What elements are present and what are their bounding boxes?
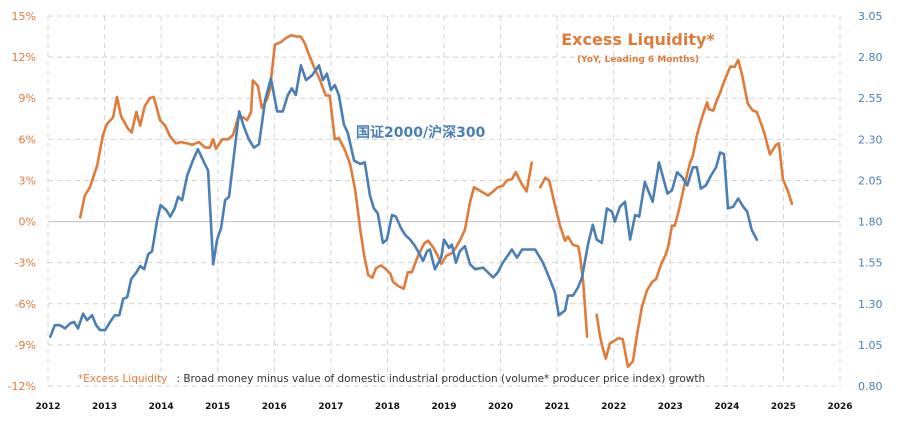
x-tick-label: 2021 — [545, 402, 570, 412]
left-tick-label: -3% — [15, 257, 36, 270]
chart-subtitle: (YoY, Leading 6 Months) — [577, 55, 699, 65]
x-tick-label: 2026 — [827, 402, 852, 412]
x-tick-label: 2025 — [771, 402, 796, 412]
left-axis: -12% -9% -6% -3% 0% 3% 6% 9% 12% 15% — [8, 10, 36, 393]
chart-title: Excess Liquidity* — [561, 30, 715, 49]
left-tick-label: 15% — [12, 10, 36, 23]
x-tick-label: 2012 — [35, 402, 60, 412]
right-tick-label: 1.05 — [858, 339, 883, 352]
x-tick-label: 2015 — [205, 402, 230, 412]
x-tick-label: 2020 — [488, 402, 513, 412]
footnote: *Excess Liquidity : Broad money minus va… — [78, 367, 705, 386]
right-tick-label: 3.05 — [858, 10, 883, 23]
right-tick-label: 0.80 — [858, 380, 883, 393]
footnote-key: *Excess Liquidity — [78, 373, 167, 385]
x-tick-label: 2018 — [375, 402, 400, 412]
left-tick-label: 3% — [19, 174, 36, 187]
series-lines — [49, 33, 794, 369]
series-excess-liquidity — [78, 33, 794, 369]
left-tick-label: -9% — [15, 339, 36, 352]
right-tick-label: 2.30 — [858, 133, 883, 146]
x-tick-label: 2023 — [658, 402, 683, 412]
x-tick-label: 2016 — [262, 402, 287, 412]
x-axis: 2012 2013 2014 2015 2016 2017 2018 2019 2020 2021… — [35, 402, 852, 412]
left-tick-label: 9% — [19, 92, 36, 105]
right-tick-label: 2.55 — [858, 92, 883, 105]
x-tick-label: 2017 — [318, 402, 343, 412]
right-tick-label: 1.80 — [858, 216, 883, 229]
right-tick-label: 2.05 — [858, 174, 883, 187]
x-tick-label: 2019 — [431, 402, 456, 412]
footnote-text: : Broad money minus value of domestic in… — [176, 373, 705, 385]
excess-liquidity-line — [595, 58, 794, 369]
left-tick-label: 0% — [19, 216, 36, 229]
grid — [47, 15, 841, 387]
excess-liquidity-line — [78, 33, 533, 290]
series-label-ratio: 国证2000/沪深300 — [356, 124, 486, 141]
right-tick-label: 2.80 — [858, 51, 883, 64]
left-tick-label: 6% — [19, 133, 36, 146]
series-ratio — [49, 64, 759, 338]
left-tick-label: -12% — [8, 380, 36, 393]
left-tick-label: 12% — [12, 51, 36, 64]
x-tick-label: 2014 — [149, 402, 174, 412]
x-tick-label: 2022 — [601, 402, 626, 412]
right-tick-label: 1.30 — [858, 298, 883, 311]
left-tick-label: -6% — [15, 298, 36, 311]
x-tick-label: 2024 — [714, 402, 739, 412]
excess-liquidity-line — [538, 176, 589, 338]
right-tick-label: 1.55 — [858, 257, 883, 270]
right-axis: 0.80 1.05 1.30 1.55 1.80 2.05 2.30 2.55 2.80 3.05 — [858, 10, 883, 393]
ratio-line — [49, 64, 759, 338]
x-tick-label: 2013 — [92, 402, 117, 412]
